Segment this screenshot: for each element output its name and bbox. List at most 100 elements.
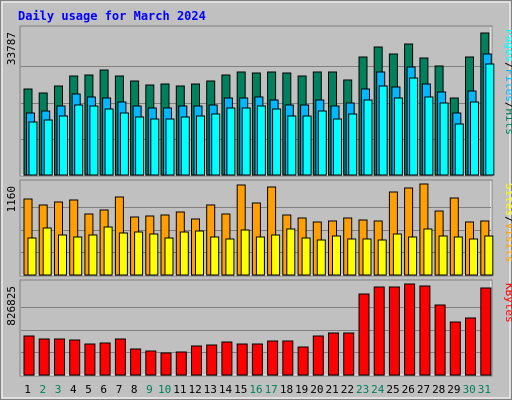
bar-pages	[287, 115, 297, 176]
x-tick-label: 27	[417, 383, 430, 396]
bar-kbytes	[145, 350, 157, 376]
bar-pages	[104, 108, 114, 176]
bar-kbytes	[343, 332, 355, 376]
x-tick-label: 2	[39, 383, 46, 396]
bar-sites	[271, 234, 281, 276]
legend-entry: /	[503, 216, 512, 223]
x-tick-label: 10	[158, 383, 171, 396]
bar-sites	[27, 237, 37, 276]
x-tick-label: 17	[265, 383, 278, 396]
bar-sites	[392, 233, 402, 276]
x-tick-label: 28	[432, 383, 445, 396]
bar-kbytes	[99, 342, 111, 376]
x-tick-label: 21	[325, 383, 338, 396]
x-tick-label: 22	[341, 383, 354, 396]
bar-pages	[378, 85, 388, 176]
bar-pages	[409, 77, 419, 176]
bar-sites	[240, 229, 250, 276]
bar-sites	[453, 236, 463, 276]
bar-kbytes	[221, 341, 233, 376]
bar-sites	[118, 232, 128, 276]
bar-sites	[316, 239, 326, 276]
bar-kbytes	[480, 287, 492, 376]
bar-kbytes	[267, 340, 279, 376]
bar-pages	[454, 123, 464, 176]
x-tick-label: 24	[371, 383, 385, 396]
legend-entry: Sites	[503, 183, 512, 216]
x-tick-label: 13	[204, 383, 217, 396]
legend: Sites/Visits	[503, 183, 512, 263]
bar-kbytes	[160, 352, 172, 376]
bar-kbytes	[38, 338, 50, 376]
bar-pages	[241, 107, 251, 176]
x-tick-label: 1	[24, 383, 31, 396]
series-pages	[28, 63, 495, 176]
bar-pages	[59, 115, 68, 176]
bar-pages	[180, 116, 190, 176]
bar-pages	[272, 108, 282, 176]
x-tick-label: 20	[310, 383, 323, 396]
bar-pages	[393, 97, 403, 176]
bar-sites	[332, 235, 341, 276]
bar-kbytes	[449, 321, 461, 376]
legend-entry: Hits	[503, 109, 512, 136]
bar-kbytes	[69, 339, 81, 376]
bar-sites	[347, 238, 357, 276]
x-tick-label: 15	[234, 383, 247, 396]
x-tick-label: 6	[100, 383, 107, 396]
bar-pages	[28, 121, 38, 176]
bar-kbytes	[191, 345, 202, 376]
x-tick-label: 5	[85, 383, 92, 396]
bar-sites	[88, 234, 98, 276]
bar-pages	[363, 99, 373, 176]
bar-kbytes	[236, 343, 248, 376]
x-tick-label: 29	[447, 383, 460, 396]
bar-kbytes	[358, 293, 370, 376]
bar-kbytes	[373, 286, 385, 376]
x-tick-label: 30	[463, 383, 476, 396]
legend: KBytes	[503, 283, 512, 323]
bar-sites	[73, 236, 83, 276]
x-tick-label: 9	[146, 383, 153, 396]
x-tick-label: 18	[280, 383, 293, 396]
bar-pages	[439, 102, 449, 176]
legend-entry: Visits	[503, 223, 512, 263]
bar-sites	[164, 237, 174, 276]
bar-sites	[179, 231, 189, 276]
bar-pages	[119, 112, 129, 176]
legend-entry: Pages	[503, 29, 512, 62]
bar-sites	[377, 239, 387, 276]
bar-kbytes	[206, 344, 218, 376]
bar-pages	[211, 113, 221, 176]
bar-kbytes	[419, 285, 431, 376]
bar-pages	[424, 96, 434, 176]
bar-kbytes	[175, 351, 187, 376]
bar-kbytes	[23, 335, 35, 376]
bar-sites	[225, 238, 235, 276]
bar-sites	[469, 238, 478, 276]
bar-kbytes	[404, 283, 416, 376]
x-tick-label: 16	[249, 383, 262, 396]
bar-kbytes	[251, 343, 263, 376]
bar-pages	[333, 118, 342, 176]
bar-kbytes	[388, 286, 400, 376]
bar-sites	[484, 235, 494, 276]
x-tick-label: 31	[478, 383, 491, 396]
x-tick-label: 14	[219, 383, 233, 396]
bar-pages	[348, 113, 358, 176]
bar-sites	[195, 230, 204, 276]
x-tick-label: 25	[386, 383, 399, 396]
x-tick-label: 12	[188, 383, 201, 396]
legend-entry: /	[503, 62, 512, 69]
bar-kbytes	[130, 348, 142, 376]
bar-kbytes	[312, 335, 324, 376]
x-tick-label: 8	[131, 383, 138, 396]
bar-sites	[149, 233, 159, 276]
legend-entry: /	[503, 102, 512, 109]
legend-entry: Files	[503, 69, 512, 102]
bar-pages	[74, 104, 84, 176]
bar-sites	[42, 227, 52, 276]
series-kbytes	[23, 283, 492, 376]
